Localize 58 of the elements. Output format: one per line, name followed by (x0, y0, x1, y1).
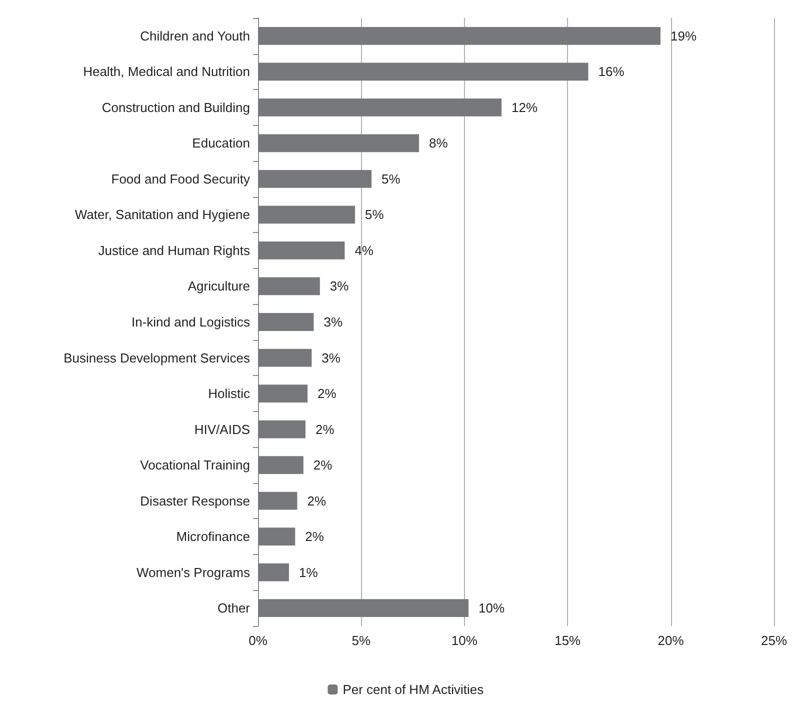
bar (258, 134, 419, 152)
bar (258, 62, 588, 81)
data-label: 12% (512, 100, 538, 115)
y-tick-label: Business Development Services (64, 350, 250, 366)
data-label: 3% (330, 278, 350, 294)
data-label: 1% (298, 564, 318, 580)
data-label: 3% (322, 350, 341, 366)
y-tick-label: Disaster Response (140, 493, 250, 508)
y-tick-label: Holistic (208, 386, 250, 402)
data-label: 16% (598, 64, 625, 80)
bar (258, 599, 469, 618)
bar (258, 420, 306, 438)
bar (258, 277, 320, 296)
data-label: 2% (313, 458, 333, 473)
data-label: 2% (315, 422, 335, 437)
bar (258, 492, 298, 510)
data-label: 19% (670, 28, 697, 44)
bar (258, 170, 372, 188)
y-tick-label: Health, Medical and Nutrition (83, 64, 250, 80)
bar (258, 26, 660, 45)
y-tick-label: Agriculture (188, 278, 250, 294)
y-tick-label: Food and Food Security (111, 171, 250, 186)
x-tick-label: 5% (352, 633, 372, 648)
y-tick-label: Construction and Building (102, 100, 250, 115)
y-tick-label: Other (217, 600, 251, 616)
x-tick-label: 25% (760, 633, 788, 648)
bar (258, 528, 296, 546)
y-tick-label: In-kind and Logistics (131, 314, 250, 330)
data-label: 5% (382, 171, 401, 186)
bar (258, 242, 345, 260)
y-tick-label: HIV/AIDS (194, 422, 250, 437)
bar (258, 348, 312, 367)
bar (258, 206, 356, 224)
data-label: 4% (354, 242, 374, 258)
x-tick-label: 15% (554, 633, 582, 648)
bar (258, 456, 304, 474)
data-label: 2% (307, 493, 326, 508)
y-tick-label: Children and Youth (140, 28, 250, 44)
data-label: 5% (365, 207, 384, 222)
data-label: 2% (305, 529, 324, 544)
x-tick-label: 0% (248, 633, 268, 648)
bar (258, 98, 502, 116)
y-tick-label: Vocational Training (140, 458, 250, 473)
y-tick-label: Justice and Human Rights (98, 242, 250, 258)
data-label: 3% (324, 314, 343, 330)
y-tick-label: Microfinance (176, 529, 250, 544)
data-label: 8% (428, 136, 448, 151)
x-tick-label: 10% (451, 633, 478, 648)
x-tick-label: 20% (658, 633, 684, 648)
bar (258, 384, 308, 402)
y-tick-label: Women's Programs (136, 564, 250, 580)
data-label: 10% (478, 600, 505, 616)
legend-label: Per cent of HM Activities (342, 682, 484, 697)
bar (258, 313, 314, 331)
y-tick-label: Water, Sanitation and Hygiene (74, 207, 250, 222)
data-label: 2% (318, 386, 337, 402)
y-tick-label: Education (192, 136, 250, 151)
bar (258, 563, 289, 582)
